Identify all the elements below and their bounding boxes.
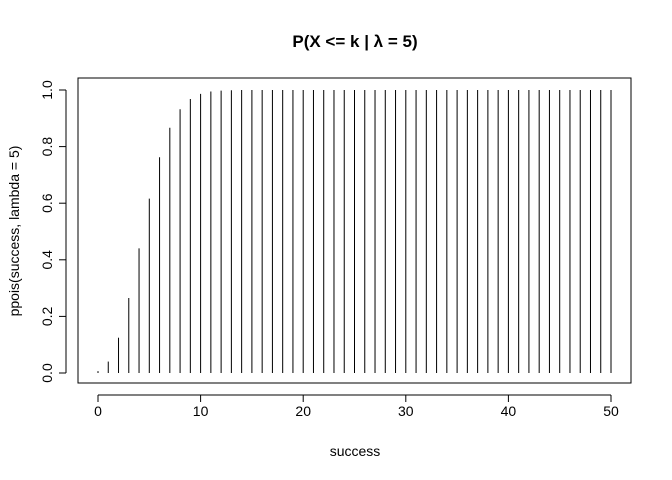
y-tick-label-0.4: 0.4 xyxy=(39,250,55,270)
chart-title: P(X <= k | λ = 5) xyxy=(292,32,417,51)
x-tick-label-10: 10 xyxy=(193,403,209,419)
y-tick-label-0: 0.0 xyxy=(39,363,55,383)
x-tick-label-0: 0 xyxy=(94,403,102,419)
plot-frame xyxy=(77,77,632,384)
y-axis-label: ppois(success, lambda = 5) xyxy=(6,146,22,317)
x-tick-label-40: 40 xyxy=(501,403,517,419)
y-tick-label-0.6: 0.6 xyxy=(39,193,55,213)
y-axis: 0.0 0.2 0.4 0.6 0.8 1.0 xyxy=(39,80,67,383)
bars-group xyxy=(97,90,612,373)
x-axis: 0 10 20 30 40 50 xyxy=(94,394,619,419)
x-tick-label-30: 30 xyxy=(398,403,414,419)
y-tick-label-0.8: 0.8 xyxy=(39,137,55,157)
x-tick-label-50: 50 xyxy=(603,403,619,419)
y-tick-label-1: 1.0 xyxy=(39,80,55,100)
x-axis-label: success xyxy=(330,443,381,459)
y-tick-label-0.2: 0.2 xyxy=(39,306,55,326)
x-tick-label-20: 20 xyxy=(295,403,311,419)
